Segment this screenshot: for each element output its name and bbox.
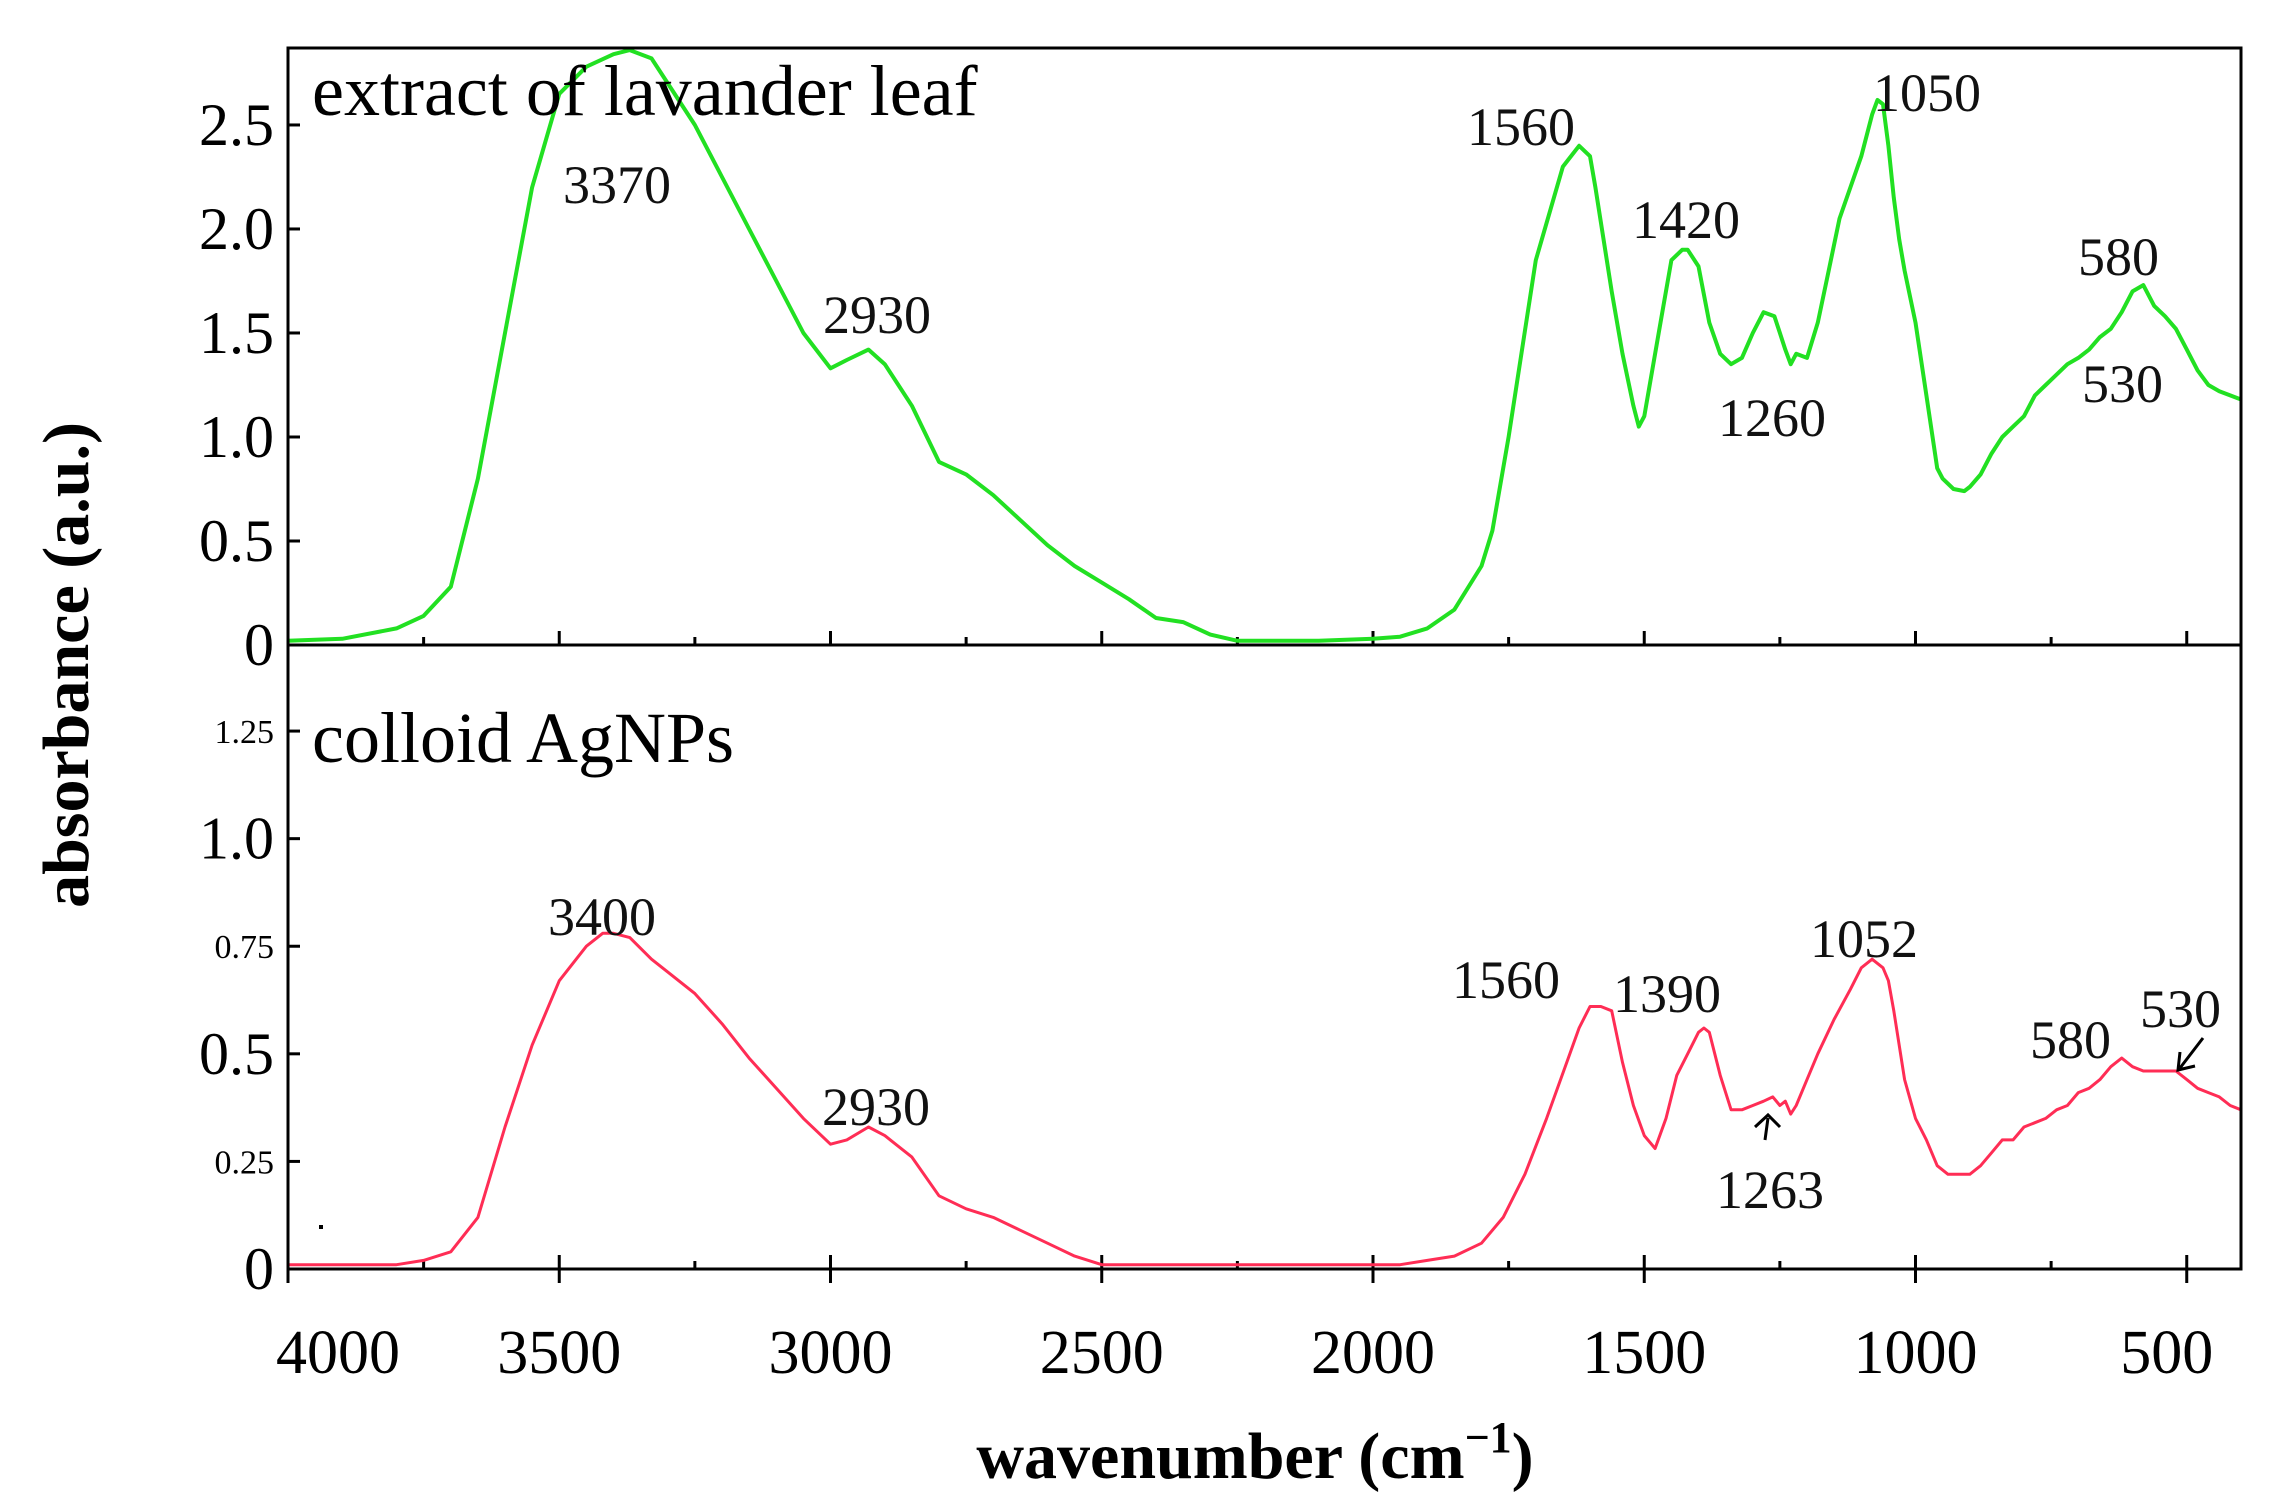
peak-label-2930-b: 2930: [822, 1077, 930, 1137]
peak-label-530: 530: [2082, 354, 2163, 414]
peak-label-1420: 1420: [1632, 190, 1740, 250]
peak-label-580-b: 580: [2030, 1010, 2111, 1070]
y-axis-title: absorbance (a.u.): [30, 422, 103, 908]
bottom-panel-ticks: 0 0.25 0.5 0.75 1.0 1.25: [199, 714, 2189, 1302]
x-tick-label-3: 2500: [1040, 1319, 1164, 1387]
bottom-plot-frame: [286, 643, 2243, 1271]
peak-label-1052: 1052: [1810, 909, 1918, 969]
x-tick-label-4: 2000: [1311, 1319, 1435, 1387]
arrow-1263: [1753, 1112, 1782, 1141]
x-axis-title-text: wavenumber (cm: [976, 1420, 1464, 1493]
y-tick-label-bottom-3: 0.75: [215, 929, 275, 966]
x-tick-label-1: 3500: [497, 1319, 621, 1387]
y-tick-label-top-2: 1.0: [199, 404, 274, 470]
x-axis-title: wavenumber (cm−1): [976, 1413, 1533, 1493]
peak-label-1560-b: 1560: [1452, 950, 1560, 1010]
peak-label-1263: 1263: [1716, 1160, 1824, 1220]
peak-label-1260: 1260: [1718, 388, 1826, 448]
y-tick-label-bottom-4: 1.0: [199, 806, 274, 872]
y-tick-label-top-0: 0: [244, 612, 274, 678]
top-panel-title: extract of lavander leaf: [312, 51, 978, 131]
stray-dot: [319, 1225, 323, 1229]
y-tick-label-bottom-0: 0: [244, 1236, 274, 1302]
peak-label-3370: 3370: [563, 155, 671, 215]
x-tick-label-5: 1500: [1582, 1319, 1706, 1387]
peak-label-1390: 1390: [1613, 964, 1721, 1024]
y-tick-label-bottom-1: 0.25: [215, 1144, 275, 1181]
x-tick-label-0: 4000: [276, 1319, 400, 1387]
x-axis-ticks: [286, 1269, 2189, 1283]
peak-label-2930: 2930: [823, 285, 931, 345]
panel-lavender-extract: 0 0.5 1.0 1.5 2.0 2.5 extract of lavander lea…: [199, 46, 2243, 678]
arrow-530: [2176, 1037, 2205, 1072]
panel-colloid-agnps: 0 0.25 0.5 0.75 1.0 1.25 colloid AgNPs 3400 2…: [199, 643, 2243, 1302]
peak-label-1560: 1560: [1467, 97, 1575, 157]
peak-label-580: 580: [2078, 227, 2159, 287]
x-axis-title-superscript: −1: [1465, 1413, 1512, 1462]
y-tick-label-bottom-2: 0.5: [199, 1021, 274, 1087]
x-axis-tick-labels: 4000 3500 3000 2500 2000 1500 1000 500: [276, 1319, 2213, 1387]
y-tick-label-bottom-5: 1.25: [215, 714, 275, 751]
x-tick-label-2: 3000: [769, 1319, 893, 1387]
x-axis-title-end: ): [1512, 1420, 1534, 1493]
bottom-panel-title: colloid AgNPs: [312, 698, 734, 778]
series-line-lavender-extract: [287, 48, 2242, 643]
y-tick-label-top-4: 2.0: [199, 196, 274, 262]
y-tick-label-top-3: 1.5: [199, 300, 274, 366]
y-tick-label-top-1: 0.5: [199, 508, 274, 574]
top-panel-ticks: 0 0.5 1.0 1.5 2.0 2.5: [199, 92, 2189, 678]
y-tick-label-top-5: 2.5: [199, 92, 274, 158]
x-tick-label-6: 1000: [1854, 1319, 1978, 1387]
peak-label-1050: 1050: [1873, 63, 1981, 123]
peak-label-3400: 3400: [548, 887, 656, 947]
series-line-colloid-agnps: [288, 931, 2242, 1267]
x-tick-label-7: 500: [2120, 1319, 2213, 1387]
peak-label-530-b: 530: [2140, 979, 2221, 1039]
